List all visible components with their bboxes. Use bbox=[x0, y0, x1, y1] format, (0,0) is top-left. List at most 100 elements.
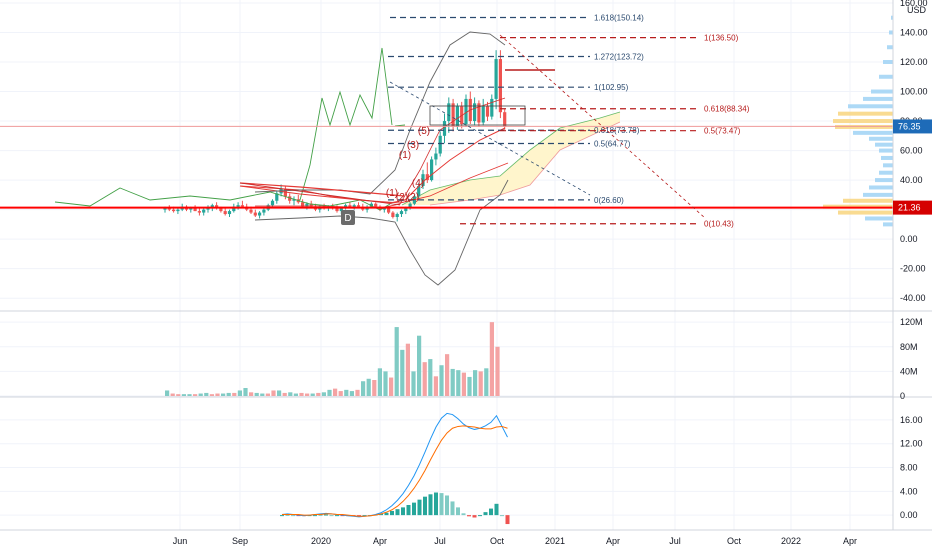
candle-body bbox=[399, 211, 404, 215]
volume-bar bbox=[467, 376, 472, 396]
x-tick-label: Apr bbox=[843, 536, 857, 546]
macd-histogram-bar bbox=[406, 505, 411, 516]
range-box bbox=[429, 105, 526, 126]
candle-body bbox=[442, 121, 447, 136]
candle-body bbox=[434, 153, 438, 160]
volume-bar bbox=[422, 362, 427, 396]
candle-body bbox=[283, 188, 287, 197]
volume-bar bbox=[316, 392, 321, 396]
candle-body bbox=[408, 203, 412, 209]
macd-histogram-bar bbox=[324, 514, 328, 516]
fib-blue-label: 1(102.95) bbox=[594, 83, 629, 92]
volume-profile-bar bbox=[879, 148, 893, 153]
volume-bar bbox=[221, 393, 226, 396]
candle-body bbox=[305, 203, 309, 207]
price-tick-label: 40.00 bbox=[900, 175, 923, 185]
volume-bar bbox=[198, 393, 203, 396]
wave-label: (3) bbox=[407, 140, 419, 151]
candle-body bbox=[219, 208, 223, 212]
candle-body bbox=[387, 208, 391, 213]
volume-bar bbox=[394, 327, 399, 396]
macd-histogram-bar bbox=[423, 496, 427, 516]
macd-tick-label: 0.00 bbox=[900, 510, 918, 520]
volume-profile-bar bbox=[848, 104, 893, 109]
volume-profile-bar bbox=[838, 111, 893, 116]
x-tick-label: Sep bbox=[232, 536, 248, 546]
grid bbox=[0, 0, 893, 530]
ma-fast bbox=[239, 127, 506, 204]
macd-histogram-bar bbox=[478, 515, 482, 517]
volume-tick-label: 40M bbox=[900, 366, 918, 376]
fib-blue-label: 0(26.60) bbox=[594, 196, 624, 205]
macd-histogram-bar bbox=[472, 515, 477, 518]
volume-profile-bar bbox=[871, 89, 893, 94]
volume-bar bbox=[450, 368, 455, 396]
volume-bar bbox=[417, 335, 422, 396]
price-tick-label: 160.00 bbox=[900, 0, 928, 8]
ichimoku-cloud bbox=[402, 112, 620, 205]
volume-bar bbox=[193, 394, 198, 396]
candle-body bbox=[438, 135, 442, 154]
volume-bar bbox=[176, 394, 181, 396]
macd-tick-label: 12.00 bbox=[900, 439, 923, 449]
macd-histogram-bar bbox=[335, 515, 339, 517]
price-tick-label: -40.00 bbox=[900, 293, 926, 303]
volume-bar bbox=[372, 380, 377, 396]
candle-body bbox=[167, 208, 171, 210]
volume-bar bbox=[456, 370, 461, 396]
candle-body bbox=[503, 112, 507, 127]
volume-bar bbox=[383, 371, 388, 396]
volume-bar bbox=[299, 392, 304, 396]
volume-bar bbox=[310, 393, 315, 396]
volume-bar bbox=[478, 371, 483, 396]
macd-histogram-bar bbox=[489, 508, 493, 516]
volume-profile-bar bbox=[863, 192, 893, 197]
volume-bar bbox=[215, 393, 220, 396]
volume-profile-bar bbox=[889, 30, 893, 35]
fib-red-label: 0.5(73.47) bbox=[704, 127, 741, 136]
volume-bar bbox=[361, 381, 366, 396]
volume-profile-bar bbox=[853, 130, 893, 135]
candle-body bbox=[253, 212, 257, 216]
fib-blue-label: 0.5(64.77) bbox=[594, 140, 631, 149]
wave-label: (5) bbox=[418, 126, 430, 137]
x-tick-label: Jul bbox=[434, 536, 446, 546]
macd-histogram-bar bbox=[417, 499, 422, 516]
candle-body bbox=[275, 193, 279, 201]
candle-body bbox=[395, 214, 399, 217]
macd-histogram-bar bbox=[384, 512, 389, 516]
lagging-span-peak bbox=[299, 47, 393, 201]
volume-profile-bar bbox=[865, 216, 893, 221]
volume-profile-bar bbox=[891, 15, 893, 20]
volume-bar bbox=[271, 390, 276, 396]
candle-body bbox=[485, 106, 490, 117]
candle-body bbox=[374, 203, 378, 207]
volume-bar bbox=[181, 394, 186, 396]
fib-blue-label: 1.618(150.14) bbox=[594, 14, 644, 23]
trend-line bbox=[239, 182, 405, 197]
wave-label: (2) bbox=[396, 192, 408, 203]
volume-bar bbox=[338, 391, 343, 396]
candle-body bbox=[288, 196, 292, 201]
volume-bar bbox=[389, 377, 394, 396]
volume-bar bbox=[445, 354, 450, 396]
macd-histogram-bar bbox=[461, 513, 466, 516]
candle-body bbox=[494, 59, 498, 99]
candle-body bbox=[425, 174, 429, 181]
volume-profile-bar bbox=[835, 124, 893, 129]
candle-body bbox=[189, 208, 193, 210]
x-tick-label: 2020 bbox=[311, 536, 331, 546]
volume-bar bbox=[411, 371, 416, 396]
candle-body bbox=[258, 212, 262, 216]
volume-bar bbox=[237, 390, 242, 396]
candle-body bbox=[172, 209, 176, 212]
price-tick-label: 0.00 bbox=[900, 234, 918, 244]
support-badge-text: 21.36 bbox=[898, 203, 921, 213]
volume-bar bbox=[344, 389, 349, 396]
last-price-badge-bg bbox=[893, 119, 932, 134]
macd-histogram-bar bbox=[500, 515, 504, 517]
volume-bar bbox=[288, 392, 293, 396]
macd-tick-label: 4.00 bbox=[900, 486, 918, 496]
candle-body bbox=[335, 208, 339, 212]
